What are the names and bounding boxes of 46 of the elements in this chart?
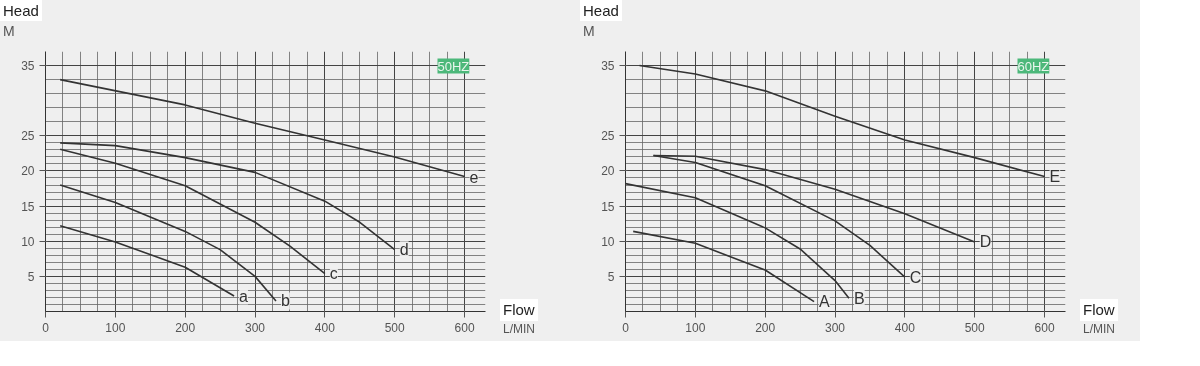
series-label: e (469, 169, 479, 186)
y-tick-label: 25 (601, 129, 615, 144)
y-tick-label: 15 (601, 200, 615, 215)
x-tick-label: 400 (314, 320, 336, 335)
series-label: D (979, 233, 992, 251)
x-tick-label: 200 (175, 320, 196, 335)
x-tick-label: 400 (894, 320, 916, 335)
x-tick-label: 600 (454, 320, 475, 335)
y-tick-label: 35 (21, 59, 35, 74)
y-tick-label: 5 (27, 270, 35, 285)
x-tick-label: 200 (755, 320, 776, 335)
x-tick-label: 600 (1034, 320, 1055, 335)
y-tick-label: 10 (601, 235, 615, 250)
x-tick-label: 300 (825, 320, 846, 335)
x-tick-label: 100 (105, 320, 126, 335)
series-label: B (853, 290, 865, 308)
y-tick-label: 5 (607, 270, 615, 285)
y-tick-label: 20 (21, 164, 35, 179)
series-label: C (909, 268, 922, 286)
x-tick-label: 0 (42, 320, 50, 335)
series-label: b (280, 292, 290, 310)
text: M (583, 22, 595, 42)
x-tick-label: 500 (964, 320, 986, 335)
y-tick-label: 15 (21, 200, 35, 215)
text: M (3, 22, 15, 42)
annotation: 50HZ (437, 58, 470, 74)
series-label: E (1049, 168, 1061, 186)
x-tick-label: 100 (685, 320, 706, 335)
x-tick-label: 500 (384, 320, 406, 335)
text: L/MIN (1083, 320, 1116, 338)
y-tick-label: 25 (21, 129, 35, 144)
series-label: c (329, 265, 338, 283)
text: L/MIN (503, 320, 536, 338)
y-axis-title: Head (3, 0, 39, 22)
series-label: a (239, 287, 249, 305)
x-tick-label: 300 (245, 320, 266, 335)
y-axis-title: Head (583, 0, 619, 22)
annotation: 60HZ (1017, 58, 1050, 74)
y-tick-label: 35 (601, 59, 615, 74)
series-label: A (819, 293, 831, 311)
x-axis-title: Flow (1083, 299, 1115, 321)
x-tick-label: 0 (622, 320, 630, 335)
y-tick-label: 10 (21, 235, 35, 250)
y-tick-label: 20 (601, 164, 615, 179)
x-axis-title: Flow (503, 299, 535, 321)
series-label: d (399, 241, 409, 259)
